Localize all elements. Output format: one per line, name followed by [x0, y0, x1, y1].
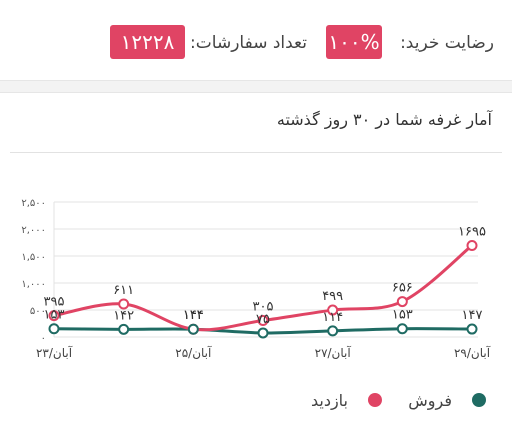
data-label: ۱۵۳ [392, 308, 413, 323]
legend-label-sales[interactable]: فروش [408, 391, 452, 410]
data-label: ۱۵۳ [44, 308, 65, 323]
data-point [48, 323, 60, 335]
data-point [396, 296, 408, 308]
data-label: ۱۴۴ [183, 308, 204, 323]
data-label: ۳۹۵ [44, 295, 65, 310]
data-point [466, 239, 478, 251]
orders-badge: ۱۲۲۲۸ [110, 25, 185, 59]
data-point [118, 323, 130, 335]
data-label: ۱۴۷ [462, 308, 483, 323]
y-tick-label: ۲,۰۰۰ [21, 225, 46, 236]
data-label: ۴۹۹ [322, 289, 343, 304]
header-bar [0, 0, 512, 81]
satisfaction-badge: ۱۰۰% [326, 25, 382, 59]
data-point [327, 304, 339, 316]
data-label: ۶۵۶ [392, 281, 413, 296]
y-tick-label: ۲,۵۰۰ [21, 198, 46, 209]
legend-label-visits[interactable]: بازدید [310, 391, 348, 410]
data-label: ۱۱۴ [322, 310, 343, 325]
y-tick-label: ۱,۵۰۰ [21, 252, 46, 263]
data-label: ۱۶۹۵ [458, 224, 486, 239]
data-point [257, 315, 269, 327]
stats-card [0, 92, 512, 441]
y-tick-label: ۰ [41, 333, 46, 344]
satisfaction-label: رضایت خرید: [400, 33, 494, 53]
orders-label: تعداد سفارشات: [190, 33, 307, 53]
data-label: ۱۴۲ [113, 308, 134, 323]
y-tick-label: ۱,۰۰۰ [21, 279, 46, 290]
y-tick-label: ۵۰۰ [30, 306, 46, 317]
legend-dot-visits[interactable] [368, 393, 382, 407]
data-label: ۳۰۵ [253, 300, 274, 315]
data-point [187, 323, 199, 335]
data-label: ۱۴۴ [183, 308, 204, 323]
x-tick-label: آبان/۲۵ [175, 345, 212, 360]
data-point [257, 327, 269, 339]
data-point [396, 323, 408, 335]
x-tick-label: آبان/۲۳ [36, 345, 73, 360]
x-tick-label: آبان/۲۷ [315, 345, 352, 360]
card-title: آمار غرفه شما در ۳۰ روز گذشته [276, 110, 492, 129]
divider [10, 152, 502, 153]
data-label: ۶۱۱ [113, 283, 134, 298]
x-tick-label: آبان/۲۹ [454, 345, 491, 360]
data-point [466, 323, 478, 335]
legend-dot-sales[interactable] [472, 393, 486, 407]
data-point [118, 298, 130, 310]
data-point [327, 325, 339, 337]
data-label: ۷۵ [256, 312, 270, 327]
data-point [48, 310, 60, 322]
